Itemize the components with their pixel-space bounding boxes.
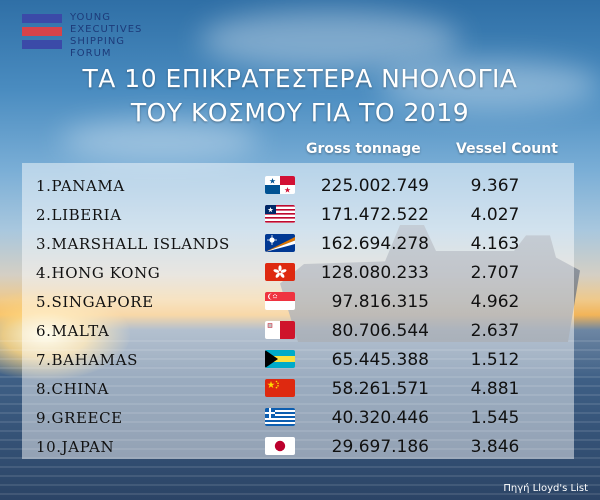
table-row: 7.BAHAMAS 65.445.388 1.512: [0, 345, 600, 373]
gross-tonnage-value: 80.706.544: [331, 321, 429, 341]
greece-flag-icon: [265, 408, 295, 426]
table-row: 1.PANAMA 225.002.749 9.367: [0, 171, 600, 199]
bahamas-flag-icon: [265, 350, 295, 368]
vessel-count-value: 2.637: [470, 321, 520, 341]
singapore-flag-icon: [265, 292, 295, 310]
country-name: 10.JAPAN: [36, 438, 115, 456]
country-name: 5.SINGAPORE: [36, 293, 154, 311]
vessel-count-value: 4.962: [470, 292, 520, 312]
cloud: [60, 120, 260, 160]
country-name: 6.MALTA: [36, 322, 110, 340]
country-name: 2.LIBERIA: [36, 206, 122, 224]
sea: [0, 340, 600, 500]
gross-tonnage-value: 40.320.446: [331, 408, 429, 428]
table-row: 8.CHINA 58.261.571 4.881: [0, 374, 600, 402]
table-row: 6.MALTA 80.706.544 2.637: [0, 316, 600, 344]
table-row: 9.GREECE 40.320.446 1.545: [0, 403, 600, 431]
vessel-count-value: 1.512: [470, 350, 520, 370]
gross-tonnage-value: 171.472.522: [320, 205, 429, 225]
gross-tonnage-value: 97.816.315: [331, 292, 429, 312]
vessel-count-value: 4.163: [470, 234, 520, 254]
gross-tonnage-value: 128.080.233: [320, 263, 429, 283]
logo-bar: [22, 27, 62, 36]
country-name: 4.HONG KONG: [36, 264, 161, 282]
gross-tonnage-value: 162.694.278: [320, 234, 429, 254]
vessel-count-header: Vessel Count: [456, 141, 558, 157]
cloud: [200, 10, 460, 70]
vessel-count-value: 9.367: [470, 176, 520, 196]
cloud: [380, 60, 600, 110]
japan-flag-icon: [265, 437, 295, 455]
china-flag-icon: [265, 379, 295, 397]
table-row: 3.MARSHALL ISLANDS 162.694.278 4.163: [0, 229, 600, 257]
title-line-1: ΤΑ 10 ΕΠΙΚΡΑΤΕΣΤΕΡΑ ΝΗΟΛΟΓΙΑ: [82, 64, 518, 93]
vessel-count-value: 3.846: [470, 437, 520, 457]
country-name: 9.GREECE: [36, 409, 123, 427]
gross-tonnage-header: Gross tonnage: [306, 141, 421, 157]
logo-text: YOUNG EXECUTIVES SHIPPING FORUM: [70, 12, 143, 59]
gross-tonnage-value: 225.002.749: [320, 176, 429, 196]
vessel-count-value: 4.881: [470, 379, 520, 399]
table-row: 2.LIBERIA 171.472.522 4.027: [0, 200, 600, 228]
logo-bar: [22, 14, 62, 23]
logo-bar: [22, 40, 62, 49]
table-panel: [22, 163, 574, 459]
hong-kong-flag-icon: [265, 263, 295, 281]
source-note: Πηγή Lloyd's List: [503, 483, 588, 494]
sun-glow: [0, 290, 130, 380]
gross-tonnage-value: 65.445.388: [331, 350, 429, 370]
country-name: 1.PANAMA: [36, 177, 125, 195]
panama-flag-icon: [265, 176, 295, 194]
malta-flag-icon: [265, 321, 295, 339]
liberia-flag-icon: [265, 205, 295, 223]
country-name: 7.BAHAMAS: [36, 351, 138, 369]
marshall-islands-flag-icon: [265, 234, 295, 252]
vessel-count-value: 2.707: [470, 263, 520, 283]
vessel-count-value: 4.027: [470, 205, 520, 225]
table-row: 5.SINGAPORE 97.816.315 4.962: [0, 287, 600, 315]
title-line-2: ΤΟΥ ΚΟΣΜΟΥ ΓΙΑ ΤΟ 2019: [130, 98, 470, 127]
country-name: 3.MARSHALL ISLANDS: [36, 235, 230, 253]
gross-tonnage-value: 29.697.186: [331, 437, 429, 457]
table-row: 4.HONG KONG 128.080.233 2.707: [0, 258, 600, 286]
table-row: 10.JAPAN 29.697.186 3.846: [0, 432, 600, 460]
vessel-count-value: 1.545: [470, 408, 520, 428]
gross-tonnage-value: 58.261.571: [331, 379, 429, 399]
country-name: 8.CHINA: [36, 380, 109, 398]
